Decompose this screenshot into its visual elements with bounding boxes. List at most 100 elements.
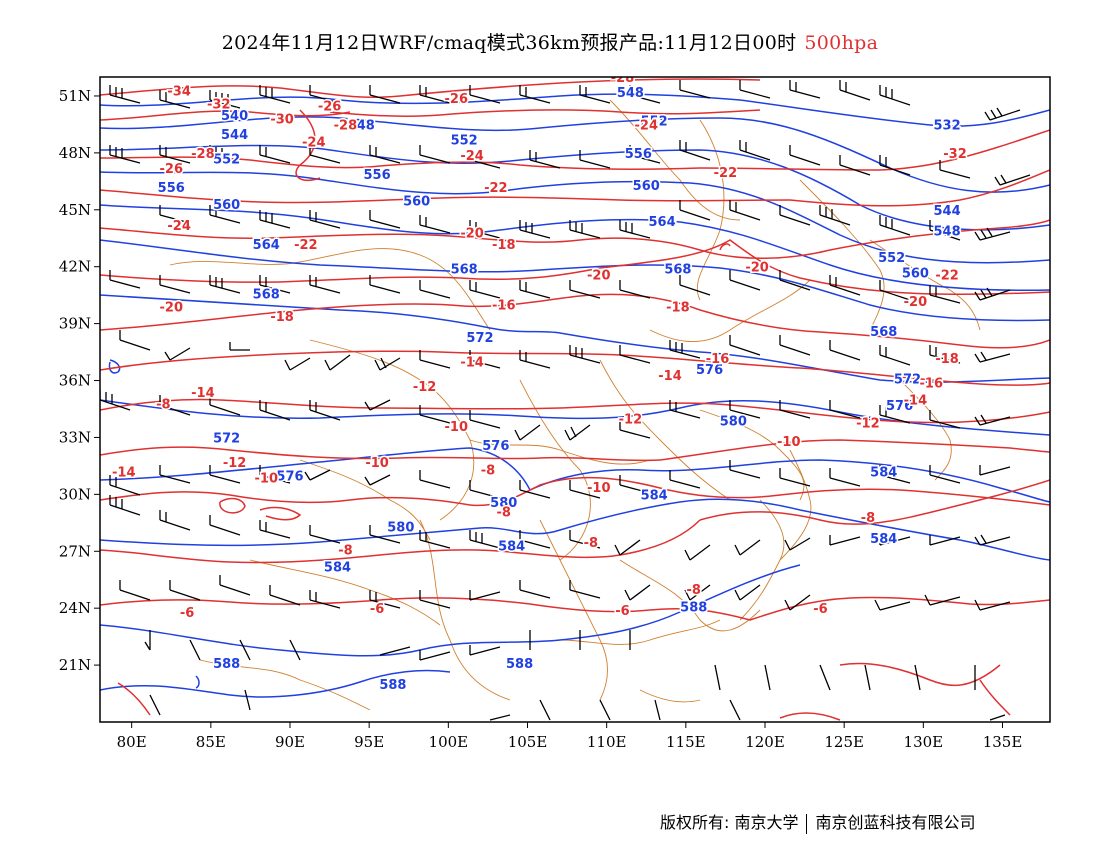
- height-contour-label: 552: [213, 153, 240, 168]
- height-contour-label: 560: [213, 198, 240, 213]
- height-contour-label: 568: [253, 287, 280, 302]
- title-text: 2024年11月12日WRF/cmaq模式36km预报产品:11月12日00时: [221, 32, 797, 54]
- wind-barbs: [100, 80, 1031, 721]
- lon-tick-label: 120E: [745, 733, 785, 751]
- height-contour-label: 544: [221, 128, 248, 143]
- height-contour-label: 572: [894, 373, 921, 388]
- height-contour-label: 576: [696, 363, 723, 378]
- temperature-contour-label: -14: [658, 369, 682, 384]
- height-contour-label: 556: [158, 181, 185, 196]
- height-contour-label: 568: [451, 263, 478, 278]
- lat-tick-label: 45N: [59, 201, 91, 219]
- height-contour-label: 560: [902, 266, 929, 281]
- temperature-contour-label: -10: [777, 435, 801, 450]
- temperature-contour-label: -8: [338, 543, 352, 558]
- lon-tick-label: 105E: [508, 733, 548, 751]
- temperature-contour-label: -10: [255, 471, 279, 486]
- temperature-contour-label: -28: [611, 71, 635, 86]
- temperature-contours: [100, 78, 1050, 721]
- temperature-contour-label: -24: [302, 136, 326, 151]
- temperature-contour-label: -8: [497, 505, 511, 520]
- height-contour-label: 560: [633, 179, 660, 194]
- height-contour-label: 568: [870, 325, 897, 340]
- temperature-contour-label: -8: [481, 464, 495, 479]
- temperature-contour-label: -32: [943, 147, 967, 162]
- lon-tick-label: 135E: [983, 733, 1023, 751]
- temperature-contour-label: -22: [294, 238, 318, 253]
- lat-tick-label: 51N: [59, 87, 91, 105]
- height-contour-label: 552: [451, 134, 478, 149]
- temperature-contour-label: -16: [492, 299, 516, 314]
- temperature-contour-label: -6: [370, 602, 384, 617]
- temperature-contour-label: -30: [270, 113, 294, 128]
- copyright-text: 版权所有: 南京大学: [660, 813, 799, 832]
- temperature-contour-label: -6: [813, 602, 827, 617]
- lat-tick-label: 30N: [59, 485, 91, 503]
- temperature-contour-label: -14: [112, 466, 136, 481]
- lon-tick-label: 85E: [196, 733, 226, 751]
- temperature-contour-label: -8: [861, 511, 875, 526]
- height-contour-label: 580: [490, 496, 517, 511]
- height-contour-label: 564: [253, 238, 280, 253]
- temperature-contour-label: -6: [615, 604, 629, 619]
- height-contour-label: 568: [664, 263, 691, 278]
- height-contour-label: 588: [379, 678, 406, 693]
- temperature-contour-label: -24: [635, 118, 659, 133]
- temperature-contour-label: -22: [935, 268, 959, 283]
- height-contour-label: 548: [934, 225, 961, 240]
- lat-tick-label: 42N: [59, 258, 91, 276]
- temperature-contour-label: -20: [160, 301, 184, 316]
- temperature-contour-label: -24: [460, 149, 484, 164]
- lon-tick-label: 95E: [354, 733, 384, 751]
- height-contour-label: 584: [641, 488, 668, 503]
- temperature-contour-label: -14: [191, 386, 215, 401]
- height-contour-label: 572: [213, 431, 240, 446]
- longitude-axis: 80E 85E 90E 95E 100E 105E 110E 115E 120E 125E 130E…: [117, 722, 1023, 751]
- lat-tick-label: 36N: [59, 372, 91, 390]
- temperature-contour-label: -20: [745, 261, 769, 276]
- height-contour-label: 584: [870, 532, 897, 547]
- height-contour-label: 580: [720, 414, 747, 429]
- height-contour-label: 576: [886, 399, 913, 414]
- height-contour-label: 548: [348, 118, 375, 133]
- height-contour-label: 544: [934, 204, 961, 219]
- temperature-contour-label: -16: [920, 376, 944, 391]
- company-text: 南京创蓝科技有限公司: [815, 813, 976, 832]
- height-contour-label: 576: [482, 439, 509, 454]
- height-contour-label: 588: [506, 657, 533, 672]
- lat-tick-label: 21N: [59, 656, 91, 674]
- temperature-contour-label: -18: [492, 238, 516, 253]
- temperature-contour-label: -34: [167, 84, 191, 99]
- temperature-contour-label: -8: [687, 583, 701, 598]
- temperature-contour-label: -20: [587, 268, 611, 283]
- lon-tick-label: 110E: [587, 733, 627, 751]
- height-contour-label: 532: [934, 118, 961, 133]
- temperature-contour-label: -20: [904, 295, 928, 310]
- temperature-contour-label: -6: [180, 606, 194, 621]
- temperature-contour-label: -26: [318, 99, 342, 114]
- temperature-contour-label: -12: [619, 412, 643, 427]
- height-contour-label: 576: [276, 469, 303, 484]
- chart-title: 2024年11月12日WRF/cmaq模式36km预报产品:11月12日00时 5…: [0, 28, 1100, 55]
- height-contour-label: 556: [364, 168, 391, 183]
- height-contour-label: 552: [878, 251, 905, 266]
- height-contour-label: 540: [221, 109, 248, 124]
- temperature-contour-label: -28: [334, 118, 358, 133]
- lat-tick-label: 48N: [59, 144, 91, 162]
- temperature-contour-label: -14: [904, 394, 928, 409]
- lon-tick-label: 90E: [275, 733, 305, 751]
- temperature-contour-label: -10: [445, 420, 469, 435]
- height-contour-label: 584: [870, 466, 897, 481]
- height-contour-label: 588: [213, 657, 240, 672]
- temperature-contour-label: -26: [445, 92, 469, 107]
- temperature-contour-label: -18: [666, 301, 690, 316]
- height-contour-label: 584: [498, 540, 525, 555]
- temperature-contour-label: -22: [714, 166, 738, 181]
- temperature-contour-label: -8: [584, 536, 598, 551]
- height-contour-label: 584: [324, 560, 351, 575]
- temperature-contour-label: -16: [706, 352, 730, 367]
- lat-tick-label: 24N: [59, 599, 91, 617]
- pressure-level-label: 500hpa: [804, 32, 879, 54]
